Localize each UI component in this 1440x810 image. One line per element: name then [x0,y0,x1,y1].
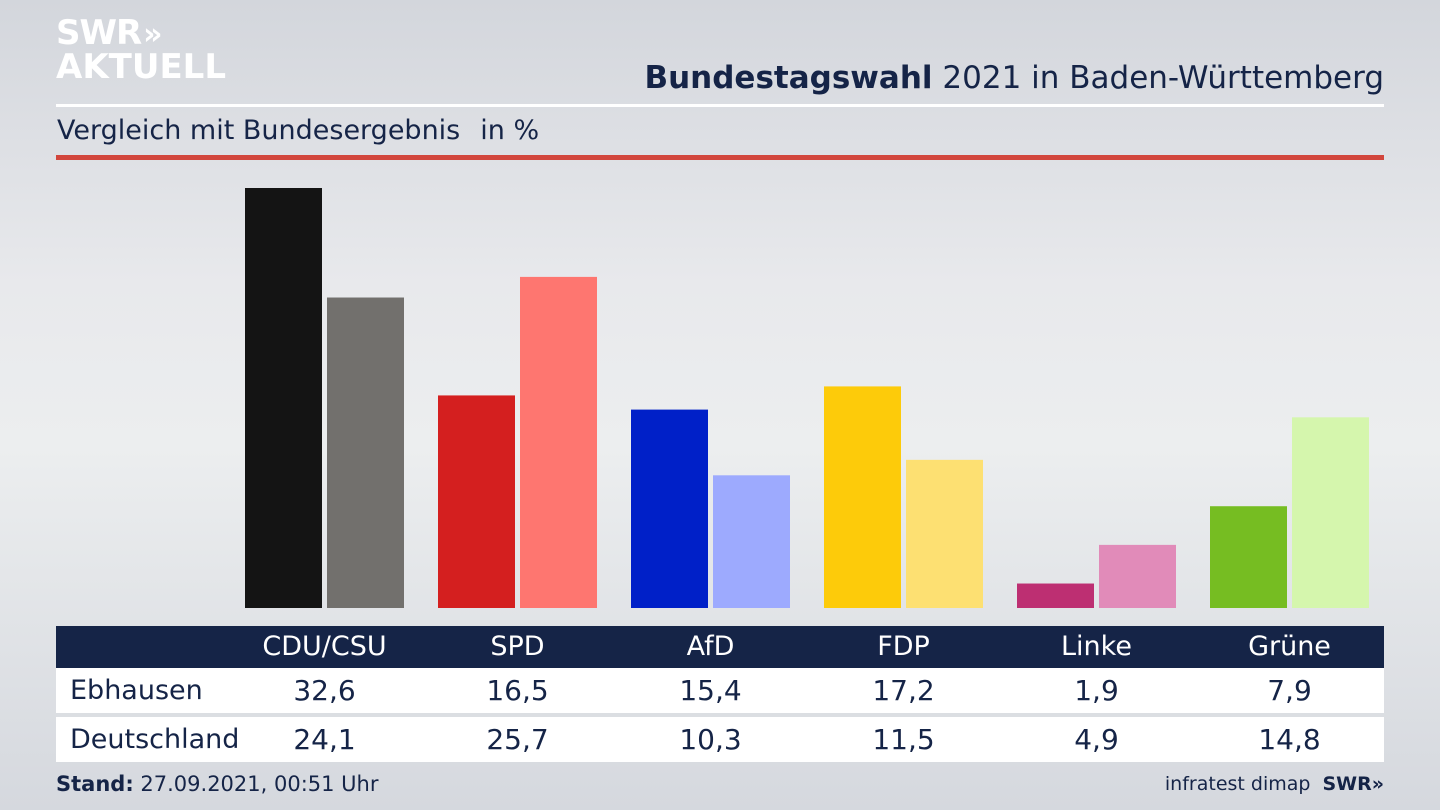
logo-aktuell-text: AKTUELL [56,47,227,87]
results-table: CDU/CSU SPD AfD FDP Linke Grüne Ebhausen 32,6… [56,626,1384,762]
bar-local-afd [631,409,708,608]
bar-national-linke [1099,544,1176,608]
bar-local-fdp [824,386,901,608]
source-credit: infratest dimap SWR» [1165,773,1384,795]
value-label: 17,2 [872,674,935,707]
table-row-local: Ebhausen 32,6 16,5 15,4 17,2 1,9 7,9 [56,668,1384,713]
party-header-row: CDU/CSU SPD AfD FDP Linke Grüne [56,626,1384,668]
chart-title-bold: Bundestagswahl [644,60,933,96]
bar-local-spd [438,395,515,608]
logo-swr-text: SWR [56,13,142,53]
timestamp-label: Stand: [56,772,134,796]
party-label: SPD [490,631,545,662]
swr-aktuell-logo: SWR» AKTUELL [56,16,226,84]
party-label: AfD [686,631,735,662]
party-label: Grüne [1248,631,1331,662]
bar-national-spd [520,276,597,608]
value-label: 1,9 [1074,674,1119,707]
value-label: 25,7 [486,723,549,756]
value-label: 4,9 [1074,723,1119,756]
party-label: FDP [877,631,930,662]
bar-chart [245,188,1369,608]
chart-subtitle: Vergleich mit Bundesergebnis in % [57,115,539,146]
bar-national-cdu-csu [327,297,404,608]
value-label: 32,6 [293,674,356,707]
party-label: CDU/CSU [262,631,387,662]
header-divider [56,104,1384,107]
source-text: infratest dimap [1164,773,1311,795]
chart-title-rest: 2021 in Baden-Württemberg [932,60,1384,96]
row-label-local: Ebhausen [70,675,203,706]
bar-local-linke [1017,583,1094,608]
chart-title: Bundestagswahl 2021 in Baden-Württemberg [644,60,1384,96]
bar-national-fdp [906,459,983,608]
table-row-national: Deutschland 24,1 25,7 10,3 11,5 4,9 14,8 [56,717,1384,762]
value-label: 7,9 [1267,674,1312,707]
timestamp-value: 27.09.2021, 00:51 Uhr [133,772,379,796]
value-label: 24,1 [293,723,356,756]
bar-local-gr-ne [1210,506,1287,608]
unit-label: in % [480,115,540,146]
timestamp: Stand: 27.09.2021, 00:51 Uhr [56,772,379,796]
value-label: 16,5 [486,674,549,707]
value-label: 10,3 [679,723,742,756]
footer-swr-logo: SWR» [1322,773,1384,795]
row-label-national: Deutschland [70,724,240,755]
value-label: 14,8 [1258,723,1321,756]
bar-national-gr-ne [1292,417,1369,608]
party-label: Linke [1061,631,1132,662]
value-label: 15,4 [679,674,742,707]
accent-rule [56,155,1384,160]
value-label: 11,5 [872,723,935,756]
bar-local-cdu-csu [245,188,322,608]
bar-national-afd [713,475,790,608]
subtitle-text: Vergleich mit Bundesergebnis [57,115,461,146]
